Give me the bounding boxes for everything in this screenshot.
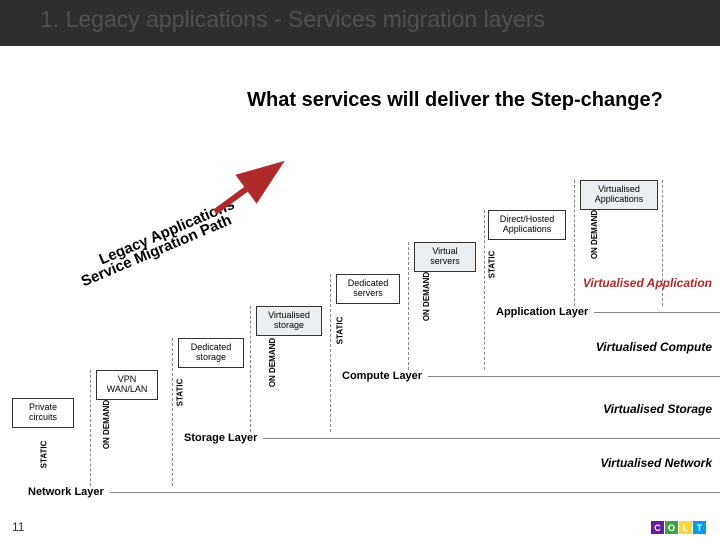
layer-label-compute: Compute Layer — [336, 370, 422, 382]
vlabel-7: ON DEMAND — [590, 210, 599, 259]
layer-application: Application Layer — [0, 306, 720, 318]
stair-dedicated-storage: Dedicated storage — [178, 338, 244, 368]
layer-label-application: Application Layer — [490, 306, 588, 318]
stair-dedicated-servers: Dedicated servers — [336, 274, 400, 304]
dash-2 — [250, 306, 251, 432]
logo-sq-2: L — [679, 521, 692, 534]
dash-3 — [330, 274, 331, 432]
logo: COLT — [651, 521, 706, 534]
layer-right-application: Virtualised Application — [583, 276, 712, 290]
stair-private-circuits: Private circuits — [12, 398, 74, 428]
stair-direct-hosted: Direct/Hosted Applications — [488, 210, 566, 240]
slide-title: 1. Legacy applications - Services migrat… — [40, 6, 710, 33]
layer-compute: Compute Layer — [0, 370, 720, 382]
layer-network: Network Layer — [0, 486, 720, 498]
page-number: 11 — [12, 520, 24, 534]
vlabel-6: STATIC — [487, 251, 496, 279]
slide-subtitle: What services will deliver the Step-chan… — [210, 88, 700, 112]
dash-0 — [90, 370, 91, 486]
stair-virtual-servers: Virtual servers — [414, 242, 476, 272]
vlabel-4: STATIC — [335, 317, 344, 345]
migration-arrow-icon — [210, 160, 290, 220]
layer-right-network: Virtualised Network — [600, 456, 712, 470]
layer-right-storage: Virtualised Storage — [603, 402, 712, 416]
layer-storage: Storage Layer — [0, 432, 720, 444]
dash-1 — [172, 338, 173, 486]
logo-sq-3: T — [693, 521, 706, 534]
dash-5 — [484, 210, 485, 370]
logo-sq-0: C — [651, 521, 664, 534]
dash-6 — [574, 180, 575, 306]
layer-label-network: Network Layer — [22, 486, 104, 498]
vlabel-0: STATIC — [39, 441, 48, 469]
layer-right-compute: Virtualised Compute — [596, 340, 712, 354]
vlabel-2: STATIC — [175, 379, 184, 407]
layer-label-storage: Storage Layer — [178, 432, 257, 444]
slide: 1. Legacy applications - Services migrat… — [0, 0, 720, 540]
stair-virt-apps: Virtualised Applications — [580, 180, 658, 210]
logo-sq-1: O — [665, 521, 678, 534]
